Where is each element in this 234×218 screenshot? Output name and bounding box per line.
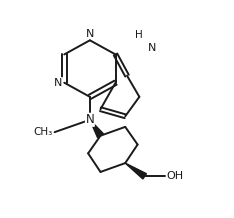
Polygon shape — [90, 120, 103, 138]
Text: OH: OH — [167, 171, 184, 181]
Text: N: N — [148, 43, 157, 53]
Text: CH₃: CH₃ — [33, 127, 53, 137]
Text: N: N — [86, 29, 94, 39]
Text: N: N — [54, 78, 62, 88]
Polygon shape — [125, 163, 146, 179]
Text: N: N — [85, 113, 94, 126]
Text: H: H — [135, 30, 143, 40]
